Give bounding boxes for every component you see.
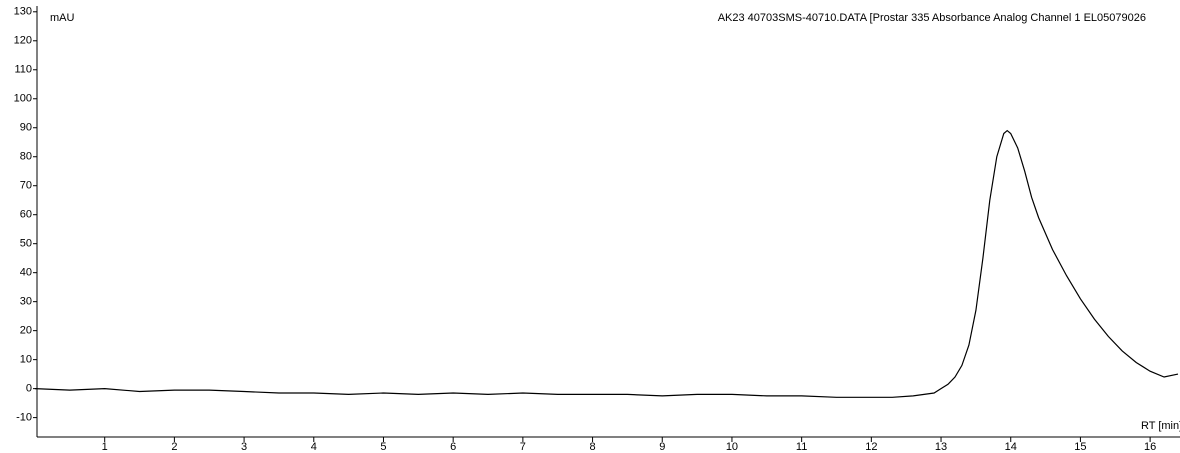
x-tick-label: 8 [589, 441, 595, 453]
x-tick-label: 10 [726, 441, 738, 453]
y-axis-label: mAU [50, 12, 75, 24]
x-axis-label: RT [min] [1141, 420, 1180, 432]
y-tick-label: 80 [20, 151, 32, 163]
x-tick-label: 2 [171, 441, 177, 453]
x-tick-label: 4 [311, 441, 317, 453]
data-line [34, 129, 1179, 398]
y-tick-label: 50 [20, 238, 32, 250]
y-tick-label: 130 [14, 6, 32, 18]
x-tick-label: 9 [659, 441, 665, 453]
y-tick-label: 120 [14, 35, 32, 47]
x-tick-label: 6 [450, 441, 456, 453]
y-tick-label: -10 [16, 412, 32, 424]
y-tick-label: 10 [20, 354, 32, 366]
x-tick-label: 11 [796, 441, 807, 453]
y-tick-label: 40 [20, 267, 32, 279]
x-tick-label: 3 [241, 441, 247, 453]
x-tick-label: 1 [102, 441, 108, 453]
y-tick-label: 70 [20, 180, 32, 192]
x-tick-label: 13 [935, 441, 947, 453]
x-tick-label: 12 [865, 441, 877, 453]
y-tick-label: 30 [20, 296, 32, 308]
y-tick-label: 20 [20, 325, 32, 337]
y-tick-label: 100 [14, 93, 32, 105]
y-tick-label: 110 [14, 64, 32, 76]
y-tick-label: 60 [20, 209, 32, 221]
x-tick-label: 5 [380, 441, 386, 453]
y-tick-label: 90 [20, 122, 32, 134]
x-tick-label: 14 [1005, 441, 1017, 453]
chart-title: AK23 40703SMS-40710.DATA [Prostar 335 Ab… [718, 12, 1146, 24]
x-tick-label: 15 [1074, 441, 1086, 453]
x-tick-label: 16 [1144, 441, 1156, 453]
x-tick-label: 7 [520, 441, 526, 453]
y-tick-label: 0 [26, 383, 32, 395]
